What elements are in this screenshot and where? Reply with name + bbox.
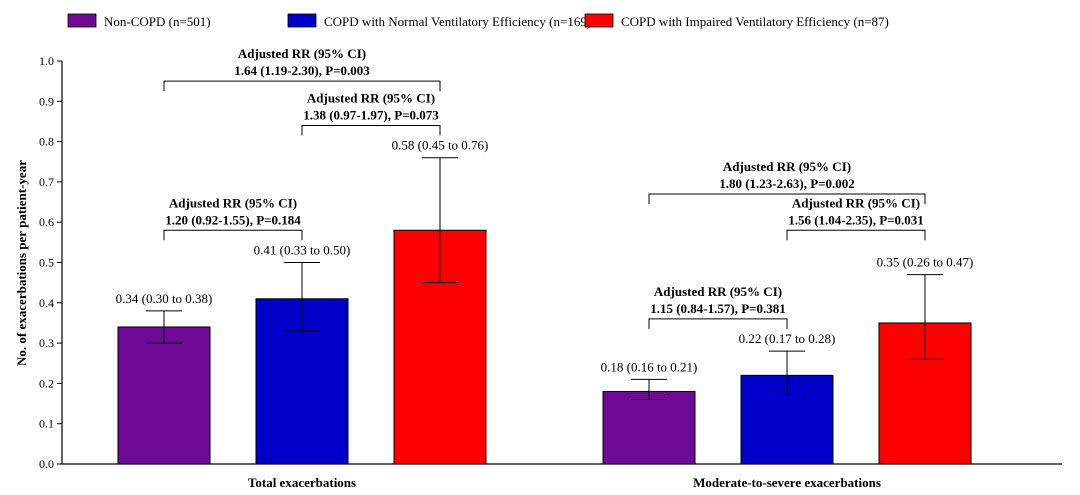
value-label-1-2: 0.18 (0.16 to 0.21) xyxy=(601,359,698,374)
comparison-bracket-5 xyxy=(786,229,926,241)
value-label-2-2: 0.22 (0.17 to 0.28) xyxy=(739,331,836,346)
comparison-result-6: 1.80 (1.23-2.63), P=0.002 xyxy=(719,176,855,191)
x-category-label-2: Moderate-to-severe exacerbations xyxy=(693,475,881,490)
legend-swatch-3 xyxy=(584,13,614,28)
y-tick-label-9: 0.9 xyxy=(39,94,54,108)
legend-label-2: COPD with Normal Ventilatory Efficiency … xyxy=(324,14,591,29)
value-label-3-1: 0.58 (0.45 to 0.76) xyxy=(392,138,489,153)
y-tick-label-8: 0.8 xyxy=(39,135,54,149)
comparison-bracket-4 xyxy=(648,318,788,329)
comparison-title-3: Adjusted RR (95% CI) xyxy=(238,46,366,61)
legend-swatch-1 xyxy=(67,13,97,28)
y-tick-label-3: 0.3 xyxy=(39,336,54,350)
bars: 0.34 (0.30 to 0.38) 0.18 (0.16 to 0.21) 0.… xyxy=(116,138,974,465)
bar-1-2 xyxy=(602,390,696,465)
y-axis-label: No. of exacerbations per patient-year xyxy=(14,160,29,366)
y-tick-label-1: 0.1 xyxy=(39,417,54,431)
comparison-title-1: Adjusted RR (95% CI) xyxy=(169,195,297,210)
comparison-bracket-6 xyxy=(648,193,926,204)
comparison-bracket-1 xyxy=(163,229,303,241)
comparison-bracket-3 xyxy=(163,80,441,92)
y-tick-label-7: 0.7 xyxy=(39,175,54,189)
comparison-result-5: 1.56 (1.04-2.35), P=0.031 xyxy=(788,212,924,227)
y-tick-label-6: 0.6 xyxy=(39,215,54,229)
annotations: Adjusted RR (95% CI) 1.20 (0.92-1.55), P=… xyxy=(163,46,926,329)
comparison-bracket-2 xyxy=(301,124,441,136)
comparison-title-6: Adjusted RR (95% CI) xyxy=(723,159,851,174)
y-tick-label-4: 0.4 xyxy=(39,296,54,310)
bar-1-1 xyxy=(117,326,211,465)
comparison-result-4: 1.15 (0.84-1.57), P=0.381 xyxy=(650,301,786,316)
axes: 0.0 0.1 0.2 0.3 0.4 0.5 0.6 0.7 0.8 0.9 1.0 Total e… xyxy=(39,54,1062,490)
y-tick-label-5: 0.5 xyxy=(39,256,54,270)
legend-label-3: COPD with Impaired Ventilatory Efficienc… xyxy=(621,14,889,29)
comparison-result-3: 1.64 (1.19-2.30), P=0.003 xyxy=(234,63,370,78)
value-label-2-1: 0.41 (0.33 to 0.50) xyxy=(254,243,351,258)
legend-label-1: Non-COPD (n=501) xyxy=(104,14,211,29)
y-tick-label-2: 0.2 xyxy=(39,376,54,390)
value-label-3-2: 0.35 (0.26 to 0.47) xyxy=(877,255,974,270)
comparison-title-5: Adjusted RR (95% CI) xyxy=(792,195,920,210)
y-tick-label-0: 0.0 xyxy=(39,457,54,471)
comparison-result-2: 1.38 (0.97-1.97), P=0.073 xyxy=(303,107,439,122)
comparison-result-1: 1.20 (0.92-1.55), P=0.184 xyxy=(165,212,301,227)
x-category-label-1: Total exacerbations xyxy=(248,475,356,490)
value-label-1-1: 0.34 (0.30 to 0.38) xyxy=(116,291,213,306)
y-tick-label-10: 1.0 xyxy=(39,54,54,68)
comparison-title-2: Adjusted RR (95% CI) xyxy=(307,90,435,105)
legend-swatch-2 xyxy=(287,13,317,28)
legend: Non-COPD (n=501) COPD with Normal Ventila… xyxy=(67,13,889,29)
comparison-title-4: Adjusted RR (95% CI) xyxy=(654,284,782,299)
